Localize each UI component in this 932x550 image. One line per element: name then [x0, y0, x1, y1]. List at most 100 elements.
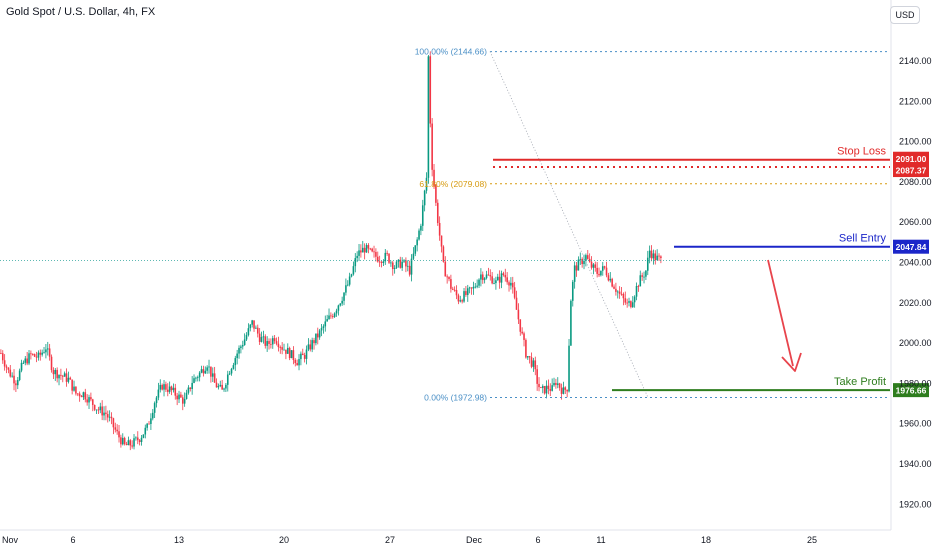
candle-body	[196, 377, 199, 379]
candle-body	[76, 393, 79, 395]
candle-body	[637, 286, 640, 287]
candle-body	[427, 56, 430, 178]
candle-body	[360, 250, 362, 253]
candle-body	[324, 321, 327, 327]
candle-body	[421, 205, 424, 226]
candle-body	[575, 265, 578, 271]
candle-body	[457, 295, 460, 302]
candle-body	[630, 301, 632, 308]
candle-body	[605, 267, 608, 276]
candle-body	[339, 303, 342, 306]
candle-body	[435, 185, 437, 203]
candle-body	[322, 326, 325, 328]
candle-body	[309, 344, 312, 350]
candle-body	[406, 265, 409, 267]
candle-body	[410, 258, 413, 275]
candle-body	[558, 383, 561, 388]
candle-body	[140, 437, 143, 442]
candle-body	[566, 389, 568, 392]
currency-button[interactable]: USD	[890, 6, 920, 24]
sell-entry-tag-text: 2047.84	[896, 242, 927, 252]
candle-body	[513, 287, 516, 298]
candle-body	[255, 327, 257, 329]
candle-body	[652, 253, 655, 259]
candle-body	[301, 353, 304, 356]
candle-body	[648, 250, 651, 258]
y-tick-label: 1980.00	[899, 378, 932, 388]
candle-body	[598, 273, 600, 276]
candle-body	[116, 429, 118, 432]
candle-body	[425, 177, 428, 191]
x-tick-label: 13	[174, 535, 184, 545]
candle-body	[28, 353, 30, 364]
y-tick-label: 2080.00	[899, 177, 932, 187]
fib-trend-line	[489, 51, 649, 398]
candle-body	[165, 384, 167, 390]
y-tick-label: 2060.00	[899, 217, 932, 227]
candle-body	[376, 256, 379, 262]
candle-body	[253, 320, 255, 329]
candle-body	[588, 258, 591, 262]
candle-body	[363, 247, 366, 253]
candle-body	[103, 412, 105, 416]
candle-body	[408, 265, 411, 275]
candle-body	[641, 275, 643, 277]
candle-body	[498, 276, 501, 283]
candle-body	[596, 267, 598, 274]
candle-body	[273, 338, 276, 342]
candle-body	[429, 56, 432, 124]
candle-body	[633, 296, 636, 303]
candle-body	[61, 375, 64, 377]
candle-body	[288, 347, 291, 359]
candle-body	[510, 282, 512, 286]
candle-body	[99, 406, 102, 411]
candle-body	[483, 278, 486, 281]
candle-body	[155, 397, 158, 404]
candle-body	[93, 404, 96, 410]
candle-body	[95, 409, 98, 411]
candle-body	[223, 388, 225, 390]
candle-body	[271, 338, 274, 345]
candle-body	[46, 348, 49, 350]
candle-body	[656, 255, 658, 261]
candle-body	[240, 346, 242, 348]
take-profit-label: Take Profit	[834, 376, 886, 388]
candle-body	[369, 248, 372, 250]
candle-body	[386, 252, 388, 254]
candle-body	[622, 293, 625, 299]
candle-body	[82, 392, 85, 398]
candle-body	[18, 370, 21, 380]
candle-body	[517, 309, 520, 320]
candle-body	[118, 431, 120, 438]
candle-body	[217, 386, 220, 388]
fib-100-label: 100.00% (2144.66)	[415, 47, 487, 57]
candle-body	[230, 368, 233, 374]
x-tick-label: 27	[385, 535, 395, 545]
candle-body	[97, 409, 100, 411]
candle-body	[495, 280, 497, 284]
candle-body	[48, 348, 51, 357]
candle-body	[577, 259, 580, 271]
candle-body	[121, 437, 124, 445]
candle-body	[159, 384, 162, 390]
candle-body	[521, 331, 523, 334]
candle-body	[463, 291, 465, 302]
candle-body	[307, 344, 310, 350]
candle-body	[650, 250, 653, 259]
candle-body	[170, 386, 173, 391]
candle-body	[225, 384, 227, 389]
y-tick-label: 2020.00	[899, 298, 932, 308]
candle-body	[555, 382, 557, 385]
candle-body	[211, 373, 214, 377]
candle-body	[611, 278, 613, 287]
candle-body	[318, 330, 321, 338]
candle-body	[264, 336, 267, 346]
candle-body	[616, 291, 619, 293]
candle-body	[525, 339, 527, 358]
candle-body	[480, 274, 482, 280]
candle-body	[73, 386, 75, 391]
candle-body	[316, 333, 319, 338]
candle-body	[5, 366, 8, 368]
